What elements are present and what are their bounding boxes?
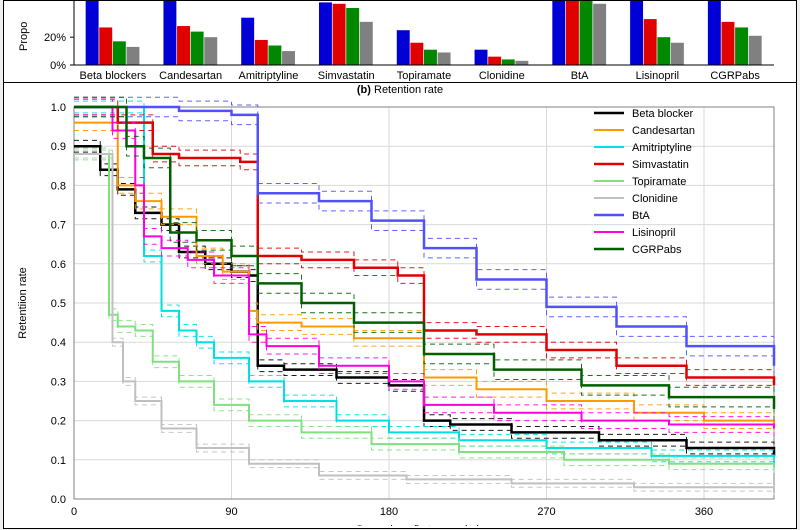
chart-frame: Propo 0% 20% Beta blockers Candesartan Amitr… <box>0 0 800 530</box>
svg-text:0: 0 <box>71 506 77 518</box>
svg-text:Clonidine: Clonidine <box>632 193 678 205</box>
svg-text:0.7: 0.7 <box>51 220 66 232</box>
svg-text:Beta blockers: Beta blockers <box>80 70 147 81</box>
svg-text:CGRPabs: CGRPabs <box>710 70 760 81</box>
svg-text:0.3: 0.3 <box>51 376 66 388</box>
svg-text:0.0: 0.0 <box>51 494 66 506</box>
svg-text:180: 180 <box>380 506 398 518</box>
svg-text:Retentiion rate: Retentiion rate <box>17 267 29 339</box>
svg-text:90: 90 <box>225 506 237 518</box>
svg-text:0.1: 0.1 <box>51 455 66 467</box>
svg-text:Clonidine: Clonidine <box>479 70 525 81</box>
svg-text:Candesartan: Candesartan <box>159 70 222 81</box>
svg-text:BtA: BtA <box>632 210 650 222</box>
svg-text:Topiramate: Topiramate <box>632 176 686 188</box>
svg-text:1.0: 1.0 <box>51 102 66 114</box>
svg-text:0.6: 0.6 <box>51 259 66 271</box>
svg-text:Simvastatin: Simvastatin <box>318 70 375 81</box>
svg-text:Simvastatin: Simvastatin <box>632 159 689 171</box>
svg-text:Beta blocker: Beta blocker <box>632 108 693 120</box>
svg-text:Topiramate: Topiramate <box>397 70 451 81</box>
svg-text:Lisinopril: Lisinopril <box>632 227 675 239</box>
bottom-chart-panel: (b) Retention rate 0.0 0.1 0.2 0.3 0.4 0.5 0.6… <box>3 82 797 529</box>
svg-text:Days since first prescription: Days since first prescription <box>357 524 492 526</box>
top-chart-panel: Propo 0% 20% Beta blockers Candesartan Amitr… <box>3 0 797 84</box>
svg-text:0.8: 0.8 <box>51 180 66 192</box>
svg-text:BtA: BtA <box>571 70 589 81</box>
svg-text:Lisinopril: Lisinopril <box>636 70 679 81</box>
bottom-chart-title: (b) Retention rate <box>4 84 796 96</box>
top-chart-svg: 0% 20% Beta blockers Candesartan Amitriptyli… <box>4 1 796 81</box>
svg-text:0.4: 0.4 <box>51 337 66 349</box>
svg-text:CGRPabs: CGRPabs <box>632 244 682 256</box>
svg-text:Amitriptyline: Amitriptyline <box>238 70 298 81</box>
svg-text:0.9: 0.9 <box>51 141 66 153</box>
svg-text:0%: 0% <box>50 60 66 72</box>
svg-text:Amitriptyline: Amitriptyline <box>632 142 692 154</box>
svg-text:0.2: 0.2 <box>51 416 66 428</box>
svg-text:20%: 20% <box>44 32 66 44</box>
top-ylabel-fragment: Propo <box>18 22 30 51</box>
svg-text:360: 360 <box>695 506 713 518</box>
svg-text:Candesartan: Candesartan <box>632 125 695 137</box>
svg-text:270: 270 <box>537 506 555 518</box>
bottom-chart-svg: 0.0 0.1 0.2 0.3 0.4 0.5 0.6 0.7 0.8 0.9 1.0 0 90 180 2… <box>4 83 796 526</box>
svg-text:0.5: 0.5 <box>51 298 66 310</box>
